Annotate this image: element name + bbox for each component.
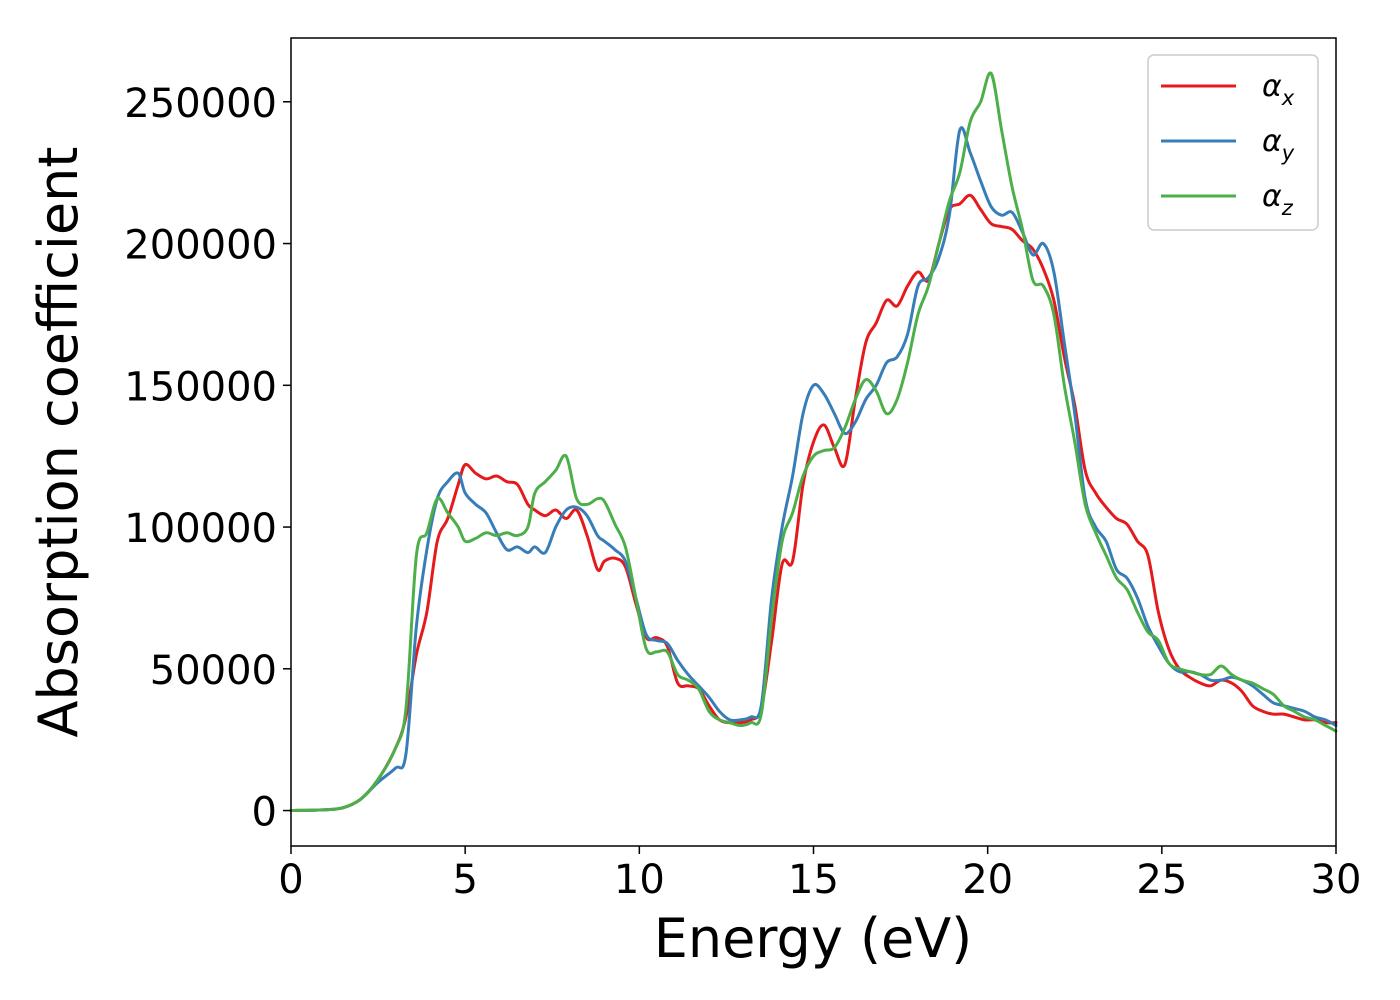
x-tick-label: 25 <box>1136 857 1187 903</box>
legend-items: αx αy αz <box>1161 69 1295 220</box>
series-line-alpha-z <box>289 71 1338 813</box>
y-tick-label: 50000 <box>150 648 277 694</box>
legend-label-alpha-y: αy <box>1262 124 1295 165</box>
x-tick-label: 10 <box>614 857 665 903</box>
x-tick-label: 0 <box>278 857 303 903</box>
y-axis-title: Absorption coefficient <box>27 147 90 738</box>
y-tick-label: 150000 <box>124 364 277 410</box>
y-tick-label: 200000 <box>124 223 277 269</box>
x-axis-title: Energy (eV) <box>654 907 973 970</box>
x-tick-label: 5 <box>452 857 477 903</box>
legend-label-alpha-x: αx <box>1262 69 1295 110</box>
y-tick-label: 250000 <box>124 81 277 127</box>
x-axis-ticks: 0 5 10 15 20 25 30 <box>278 846 1361 903</box>
y-axis-ticks: 0 50000 100000 150000 200000 250000 <box>124 81 291 836</box>
series-lines <box>289 71 1338 813</box>
legend: αx αy αz <box>1147 54 1319 231</box>
series-line-alpha-x <box>289 193 1338 813</box>
y-tick-label: 100000 <box>124 506 277 552</box>
x-tick-label: 15 <box>788 857 839 903</box>
legend-label-alpha-z: αz <box>1262 179 1294 220</box>
x-tick-label: 30 <box>1311 857 1362 903</box>
x-tick-label: 20 <box>962 857 1013 903</box>
y-tick-label: 0 <box>252 790 277 836</box>
